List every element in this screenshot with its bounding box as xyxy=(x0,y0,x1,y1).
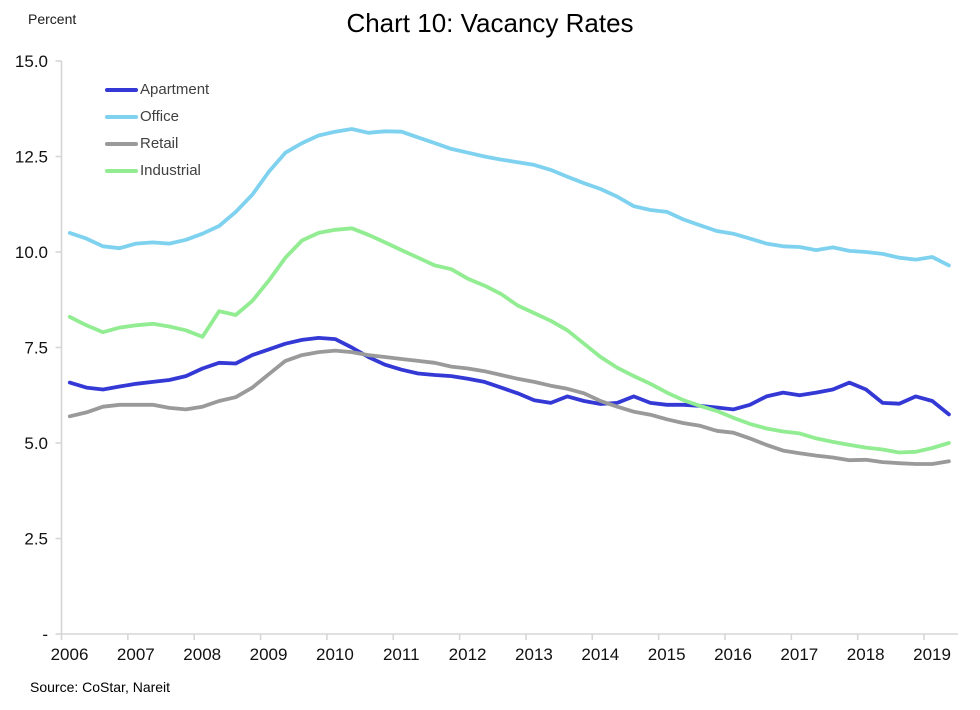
legend-label-retail: Retail xyxy=(140,135,179,152)
series-line-industrial xyxy=(67,226,951,455)
x-tick-label-2011: 2011 xyxy=(383,645,420,664)
legend-label-apartment: Apartment xyxy=(140,81,210,98)
x-tick-label-2013: 2013 xyxy=(515,645,553,664)
y-tick-label-7.5: 7.5 xyxy=(24,339,48,358)
x-tick-label-2008: 2008 xyxy=(183,645,221,664)
legend-swatch-industrial xyxy=(105,168,138,173)
x-tick-label-2015: 2015 xyxy=(648,645,686,664)
x-tick-label-2006: 2006 xyxy=(51,645,89,664)
x-tick-label-2019: 2019 xyxy=(913,645,951,664)
y-tick-label--: - xyxy=(42,625,48,644)
y-tick-label-10.0: 10.0 xyxy=(15,243,48,262)
legend-item-apartment: Apartment xyxy=(105,76,209,103)
legend-swatch-retail xyxy=(105,141,138,146)
x-tick-label-2012: 2012 xyxy=(449,645,487,664)
x-tick-label-2014: 2014 xyxy=(581,645,619,664)
x-tick-label-2009: 2009 xyxy=(250,645,288,664)
y-tick-label-2.5: 2.5 xyxy=(24,530,48,549)
x-tick-label-2010: 2010 xyxy=(316,645,354,664)
legend-item-office: Office xyxy=(105,103,209,130)
legend-item-industrial: Industrial xyxy=(105,157,209,184)
legend: Apartment Office Retail Industrial xyxy=(105,76,209,184)
legend-swatch-office xyxy=(105,114,138,119)
legend-label-industrial: Industrial xyxy=(140,162,201,179)
series-line-retail xyxy=(67,348,951,466)
x-tick-label-2018: 2018 xyxy=(847,645,885,664)
y-tick-label-12.5: 12.5 xyxy=(15,148,48,167)
y-tick-label-5.0: 5.0 xyxy=(24,434,48,453)
legend-label-office: Office xyxy=(140,108,179,125)
x-tick-label-2017: 2017 xyxy=(780,645,818,664)
y-tick-label-15.0: 15.0 xyxy=(15,52,48,71)
legend-item-retail: Retail xyxy=(105,130,209,157)
legend-swatch-apartment xyxy=(105,87,138,92)
x-tick-label-2007: 2007 xyxy=(117,645,155,664)
y-axis-title: Percent xyxy=(28,11,77,27)
source-note: Source: CoStar, Nareit xyxy=(30,679,171,695)
series-line-apartment xyxy=(67,335,951,417)
chart-title: Chart 10: Vacancy Rates xyxy=(346,8,634,38)
x-tick-label-2016: 2016 xyxy=(714,645,752,664)
series-line-office xyxy=(67,127,951,268)
